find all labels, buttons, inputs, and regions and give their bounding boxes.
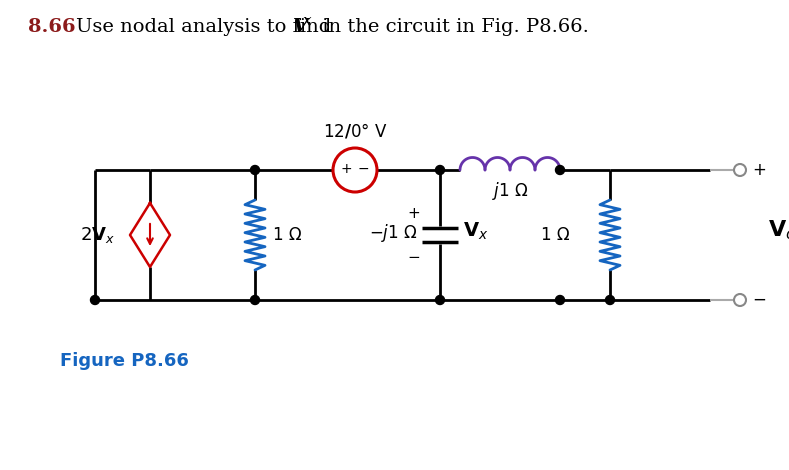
Text: x: x [303, 14, 312, 28]
Text: $-j$1 Ω: $-j$1 Ω [369, 222, 418, 244]
Circle shape [436, 165, 444, 174]
Circle shape [555, 296, 564, 305]
Text: 1 Ω: 1 Ω [273, 226, 301, 244]
Circle shape [91, 296, 99, 305]
Text: 12$\mathbf{/}$0° V: 12$\mathbf{/}$0° V [323, 121, 387, 140]
Text: −: − [407, 250, 420, 265]
Text: $\mathbf{V}_x$: $\mathbf{V}_x$ [463, 220, 488, 242]
Circle shape [555, 165, 564, 174]
Text: Figure P8.66: Figure P8.66 [60, 352, 189, 370]
Text: +: + [752, 161, 766, 179]
Text: 8.66: 8.66 [28, 18, 76, 36]
Circle shape [250, 165, 260, 174]
Text: V: V [293, 18, 308, 36]
Circle shape [605, 296, 615, 305]
Text: −: − [357, 162, 368, 176]
Text: in the circuit in Fig. P8.66.: in the circuit in Fig. P8.66. [316, 18, 589, 36]
Text: $\mathbf{V}_o$: $\mathbf{V}_o$ [768, 218, 789, 242]
Circle shape [734, 294, 746, 306]
Text: $j$1 Ω: $j$1 Ω [492, 180, 529, 202]
Text: 1 Ω: 1 Ω [541, 226, 570, 244]
Text: +: + [340, 162, 352, 176]
Circle shape [734, 164, 746, 176]
Text: 2$\mathbf{V}_x$: 2$\mathbf{V}_x$ [80, 225, 115, 245]
Text: −: − [752, 291, 766, 309]
Circle shape [436, 296, 444, 305]
Text: +: + [407, 205, 420, 220]
Text: Use nodal analysis to find: Use nodal analysis to find [76, 18, 338, 36]
Circle shape [250, 296, 260, 305]
